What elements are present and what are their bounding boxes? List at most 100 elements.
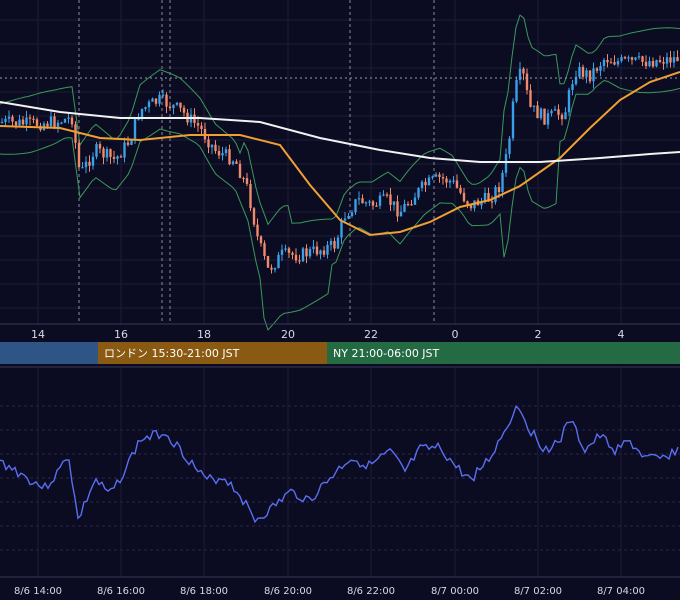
candle-body xyxy=(515,79,518,102)
indicator-x-tick-label: 8/6 20:00 xyxy=(264,586,312,597)
candle-body xyxy=(287,248,291,253)
candle-body xyxy=(7,116,11,119)
candle-body xyxy=(116,156,119,159)
candle-body xyxy=(630,57,634,60)
candle-body xyxy=(508,138,511,155)
candle-body xyxy=(21,119,25,125)
candle-body xyxy=(60,122,63,124)
candle-body xyxy=(455,180,459,188)
candle-body xyxy=(382,194,385,196)
candle-body xyxy=(154,98,158,104)
candle-body xyxy=(179,102,182,108)
candle-body xyxy=(56,122,60,128)
candle-body xyxy=(109,149,112,157)
candle-body xyxy=(417,187,420,198)
candle-body xyxy=(32,118,35,120)
candle-body xyxy=(669,57,672,63)
candle-body xyxy=(123,142,126,158)
candle-body xyxy=(609,62,613,64)
candle-body xyxy=(620,57,623,62)
candle-body xyxy=(312,246,315,250)
indicator-series-line xyxy=(0,405,679,524)
candle-body xyxy=(648,61,651,67)
candle-body xyxy=(399,211,403,217)
candle-body xyxy=(658,60,662,62)
candle-body xyxy=(333,240,336,249)
candle-body xyxy=(151,98,154,102)
candle-body xyxy=(616,61,620,65)
candle-body xyxy=(112,156,116,159)
candle-body xyxy=(606,59,609,63)
candle-body xyxy=(546,113,550,125)
session-ny xyxy=(327,342,680,364)
candle-body xyxy=(403,203,406,212)
candle-body xyxy=(438,174,441,178)
candle-body xyxy=(378,195,382,206)
candle-body xyxy=(14,121,18,126)
indicator-x-tick-label: 8/7 04:00 xyxy=(597,586,645,597)
candle-body xyxy=(357,198,361,200)
session-label-london: ロンドン 15:30-21:00 JST xyxy=(104,347,240,360)
candle-body xyxy=(627,57,630,59)
candle-body xyxy=(98,144,102,149)
bollinger-bands xyxy=(0,14,680,331)
candle-body xyxy=(102,148,105,158)
candle-body xyxy=(28,117,32,119)
candle-body xyxy=(532,105,536,107)
candle-body xyxy=(497,187,501,192)
candle-body xyxy=(522,68,525,74)
indicator-x-tick-label: 8/6 16:00 xyxy=(97,586,145,597)
candle-body xyxy=(277,254,280,269)
x-tick-label: 0 xyxy=(452,328,459,341)
grid xyxy=(0,0,680,324)
candle-body xyxy=(105,149,109,158)
candle-body xyxy=(291,252,294,255)
candle-body xyxy=(273,268,277,270)
candle-body xyxy=(126,142,130,145)
candle-body xyxy=(238,163,242,178)
candle-body xyxy=(172,104,175,109)
candle-body xyxy=(441,177,445,179)
candle-body xyxy=(483,192,487,201)
candle-body xyxy=(168,106,172,109)
candle-body xyxy=(256,224,259,237)
candle-body xyxy=(371,201,375,206)
candle-body xyxy=(319,250,322,255)
candle-body xyxy=(529,90,532,107)
candle-body xyxy=(245,178,249,184)
candle-body xyxy=(623,57,627,59)
candle-body xyxy=(207,139,210,148)
candle-body xyxy=(49,116,53,127)
indicator-x-tick-label: 8/7 02:00 xyxy=(514,586,562,597)
candle-body xyxy=(4,118,7,122)
candle-body xyxy=(511,101,515,139)
candle-body xyxy=(613,62,616,65)
candle-body xyxy=(543,108,546,125)
candle-body xyxy=(525,73,529,91)
candle-body xyxy=(581,66,585,77)
candle-body xyxy=(70,117,74,125)
candle-body xyxy=(665,57,669,64)
bottom-x-axis: 8/6 14:00 8/6 16:00 8/6 18:00 8/6 20:00 8/6 … xyxy=(14,586,645,597)
candle-body xyxy=(662,61,665,64)
candle-body xyxy=(574,76,578,85)
candle-body xyxy=(130,140,133,145)
candle-body xyxy=(448,180,452,183)
candle-body xyxy=(18,119,21,126)
candle-body xyxy=(592,68,595,82)
candle-body xyxy=(424,181,427,186)
candle-body xyxy=(361,198,364,204)
candle-body xyxy=(77,142,81,168)
candle-body xyxy=(494,187,497,202)
candle-body xyxy=(88,161,91,166)
indicator-grid xyxy=(0,367,680,577)
candle-body xyxy=(175,102,179,105)
candle-body xyxy=(368,201,371,203)
candle-body xyxy=(329,240,333,245)
candle-body xyxy=(340,220,343,238)
candle-body xyxy=(501,172,504,192)
candle-body xyxy=(165,94,168,107)
candle-body xyxy=(585,70,588,77)
indicator-x-tick-label: 8/6 14:00 xyxy=(14,586,62,597)
candle-body xyxy=(74,124,77,143)
